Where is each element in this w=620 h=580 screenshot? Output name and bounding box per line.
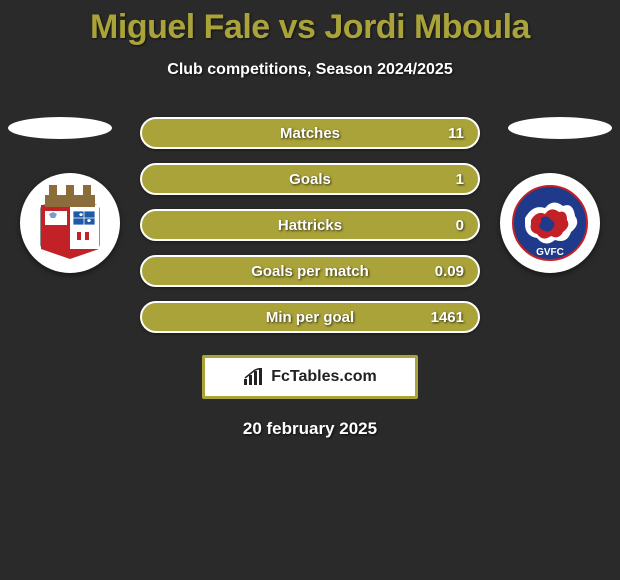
stat-value: 0.09 — [414, 263, 464, 280]
date-text: 20 february 2025 — [0, 419, 620, 439]
fctables-logo-box: FcTables.com — [202, 355, 418, 399]
stat-row-hattricks: Hattricks 0 — [140, 209, 480, 241]
mid-section: GVFC Matches 11 Goals 1 Hattricks 0 — [0, 117, 620, 439]
club-crest-right: GVFC — [500, 173, 600, 273]
braga-crest-icon — [35, 185, 105, 261]
page-title: Miguel Fale vs Jordi Mboula — [0, 8, 620, 47]
ellipse-left — [8, 117, 112, 139]
ellipse-right — [508, 117, 612, 139]
stat-row-gpm: Goals per match 0.09 — [140, 255, 480, 287]
bar-chart-icon — [243, 368, 265, 386]
infographic-container: Miguel Fale vs Jordi Mboula Club competi… — [0, 0, 620, 439]
subtitle: Club competitions, Season 2024/2025 — [0, 61, 620, 79]
stats-bars: Matches 11 Goals 1 Hattricks 0 Goals per… — [140, 117, 480, 333]
club-crest-left — [20, 173, 120, 273]
stat-value: 1 — [414, 171, 464, 188]
gilvicente-crest-icon: GVFC — [511, 184, 589, 262]
stat-row-matches: Matches 11 — [140, 117, 480, 149]
stat-label: Hattricks — [206, 217, 414, 234]
stat-label: Matches — [206, 125, 414, 142]
stat-label: Goals — [206, 171, 414, 188]
fctables-logo-text: FcTables.com — [271, 368, 377, 386]
stat-row-goals: Goals 1 — [140, 163, 480, 195]
stat-value: 1461 — [414, 309, 464, 326]
svg-text:GVFC: GVFC — [536, 247, 564, 258]
stat-row-mpg: Min per goal 1461 — [140, 301, 480, 333]
stat-value: 11 — [414, 125, 464, 142]
stat-value: 0 — [414, 217, 464, 234]
stat-label: Min per goal — [206, 309, 414, 326]
stat-label: Goals per match — [206, 263, 414, 280]
